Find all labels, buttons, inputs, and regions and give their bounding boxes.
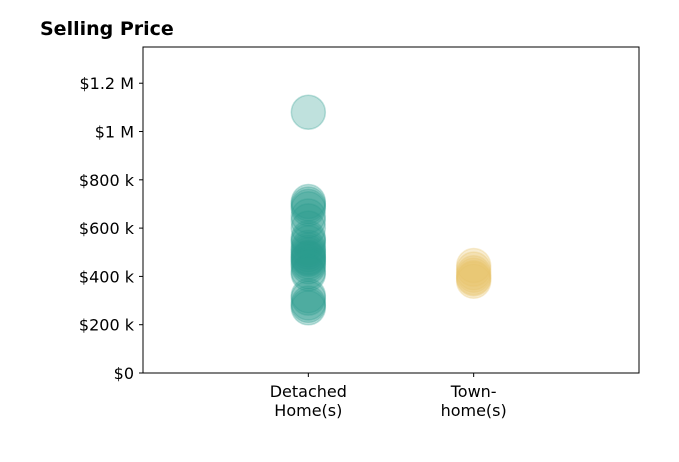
data-point bbox=[455, 263, 492, 299]
plot-frame bbox=[142, 46, 640, 374]
data-point bbox=[290, 224, 327, 261]
data-point bbox=[290, 234, 327, 271]
data-point bbox=[290, 236, 327, 273]
data-point bbox=[455, 259, 492, 296]
data-point bbox=[290, 287, 327, 324]
x-tick-label-line: Home(s) bbox=[274, 401, 342, 420]
y-tick-label: $600 k bbox=[79, 219, 135, 238]
x-tick-label: Town-home(s) bbox=[441, 382, 507, 420]
data-point bbox=[290, 239, 327, 275]
data-point bbox=[290, 220, 327, 256]
y-tick-label: $400 k bbox=[79, 267, 135, 286]
data-point bbox=[290, 277, 327, 314]
data-point bbox=[290, 191, 327, 227]
data-point bbox=[290, 188, 327, 225]
x-tick-label-line: Detached bbox=[270, 382, 347, 401]
data-point bbox=[290, 203, 327, 239]
data-point bbox=[290, 186, 327, 222]
y-tick-label: $200 k bbox=[79, 316, 135, 335]
data-point bbox=[455, 261, 492, 297]
data-point bbox=[290, 244, 327, 280]
y-tick-label: $0 bbox=[114, 364, 134, 383]
data-point bbox=[290, 280, 327, 316]
data-points bbox=[290, 94, 492, 326]
data-point bbox=[290, 94, 327, 130]
y-axis: $0 $200 k $400 k $600 k $800 k $1 M $1.2 M bbox=[79, 74, 143, 383]
data-point bbox=[455, 247, 492, 284]
y-tick-label: $800 k bbox=[79, 171, 135, 190]
data-point bbox=[455, 255, 492, 291]
x-tick-label-line: Town- bbox=[450, 382, 497, 401]
data-point bbox=[290, 210, 327, 246]
data-point bbox=[455, 251, 492, 287]
data-point bbox=[290, 256, 327, 292]
data-point bbox=[290, 241, 327, 278]
data-point bbox=[290, 253, 327, 290]
data-point bbox=[455, 257, 492, 293]
y-tick-label: $1 M bbox=[95, 123, 134, 142]
x-tick-label-line: home(s) bbox=[441, 401, 507, 420]
data-point bbox=[290, 290, 327, 326]
data-point bbox=[290, 246, 327, 283]
data-point bbox=[290, 248, 327, 285]
y-tick-label: $1.2 M bbox=[79, 74, 134, 93]
data-point bbox=[290, 183, 327, 220]
data-point bbox=[290, 222, 327, 258]
data-point bbox=[290, 232, 327, 268]
data-point bbox=[290, 240, 327, 277]
x-axis: Detached Home(s) Town-home(s) bbox=[270, 373, 507, 420]
data-point bbox=[290, 229, 327, 266]
x-tick-label: Detached Home(s) bbox=[270, 382, 347, 420]
data-point bbox=[290, 285, 327, 321]
data-point bbox=[290, 198, 327, 234]
chart-title: Selling Price bbox=[40, 18, 174, 40]
